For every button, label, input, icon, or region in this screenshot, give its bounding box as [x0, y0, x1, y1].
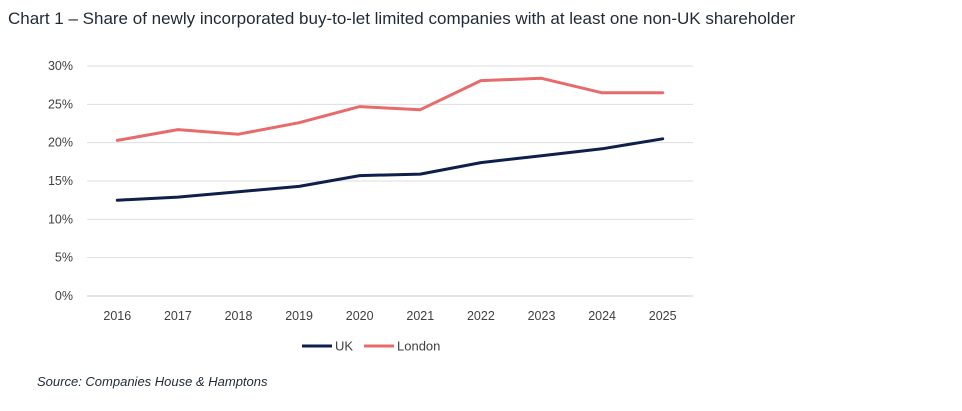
x-tick-label: 2023	[528, 309, 556, 323]
x-tick-label: 2019	[285, 309, 313, 323]
y-tick-label: 5%	[55, 251, 73, 265]
chart-title: Chart 1 – Share of newly incorporated bu…	[8, 9, 796, 28]
source-note: Source: Companies House & Hamptons	[37, 374, 268, 389]
y-tick-label: 25%	[48, 97, 73, 111]
x-tick-label: 2017	[164, 309, 192, 323]
x-tick-label: 2022	[467, 309, 495, 323]
x-tick-label: 2020	[346, 309, 374, 323]
legend-label-uk: UK	[335, 339, 353, 354]
y-tick-label: 30%	[48, 59, 73, 73]
y-tick-label: 20%	[48, 136, 73, 150]
x-tick-label: 2018	[225, 309, 253, 323]
series-lines	[115, 76, 665, 202]
y-tick-label: 15%	[48, 174, 73, 188]
x-tick-label: 2025	[649, 309, 677, 323]
x-tick-label: 2016	[103, 309, 131, 323]
series-line-uk	[115, 137, 665, 202]
x-tick-label: 2021	[406, 309, 434, 323]
legend: UK London	[302, 339, 440, 354]
series-line-london	[115, 76, 665, 142]
y-tick-label: 0%	[55, 289, 73, 303]
x-axis-ticks: 2016 2017 2018 2019 2020 2021 2022 2023 2024 2025	[103, 309, 676, 323]
y-tick-label: 10%	[48, 212, 73, 226]
legend-label-london: London	[397, 339, 440, 354]
gridlines	[87, 65, 693, 297]
y-axis-ticks: 0% 5% 10% 15% 20% 25% 30%	[48, 59, 73, 303]
x-tick-label: 2024	[588, 309, 616, 323]
